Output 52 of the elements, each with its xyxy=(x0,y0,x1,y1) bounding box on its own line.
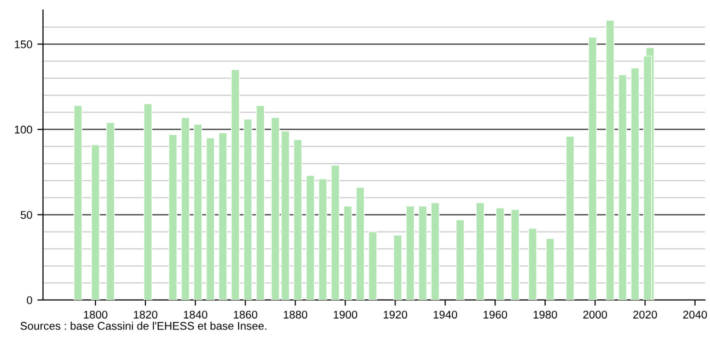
bar xyxy=(528,228,537,300)
bar xyxy=(406,206,415,300)
x-tick-label: 1800 xyxy=(84,310,108,319)
bar xyxy=(496,208,504,300)
bar xyxy=(206,138,215,300)
bar xyxy=(91,144,100,300)
bar xyxy=(168,134,178,300)
bar xyxy=(630,68,640,300)
bar xyxy=(74,105,82,300)
bar xyxy=(546,238,554,300)
x-tick-label: 2000 xyxy=(583,310,608,319)
bar xyxy=(318,178,328,300)
bar xyxy=(476,202,485,300)
x-tick-label: 1860 xyxy=(234,310,258,319)
x-tick-label: 1820 xyxy=(134,310,158,319)
x-tick-label: 1940 xyxy=(434,310,458,319)
x-tick-label: 1880 xyxy=(284,310,308,319)
bar xyxy=(456,219,465,300)
bar xyxy=(244,118,252,300)
y-tick-label: 50 xyxy=(20,210,32,219)
bar xyxy=(106,122,115,300)
bar xyxy=(566,136,574,300)
y-tick-label: 0 xyxy=(26,296,32,304)
y-tick-label: 100 xyxy=(14,126,32,134)
bar xyxy=(218,132,228,300)
bar xyxy=(306,175,315,300)
bar xyxy=(330,164,340,300)
y-tick-label: 150 xyxy=(14,40,32,48)
bar xyxy=(618,74,627,300)
x-tick-label: 1920 xyxy=(384,310,408,319)
bar xyxy=(343,206,352,300)
bar xyxy=(588,36,597,300)
bar xyxy=(430,202,440,300)
bar xyxy=(256,105,265,300)
bar xyxy=(418,206,428,300)
x-tick-label: 1960 xyxy=(484,310,508,319)
bar xyxy=(293,139,302,300)
bar xyxy=(194,124,202,300)
x-tick-label: 1840 xyxy=(184,310,208,319)
bar xyxy=(393,234,402,300)
x-tick-label: 1900 xyxy=(334,310,358,319)
x-tick-label: 2040 xyxy=(683,310,707,319)
bar xyxy=(356,187,365,300)
bar xyxy=(368,231,378,300)
x-tick-label: 2020 xyxy=(633,310,657,319)
bar xyxy=(606,20,614,300)
bar xyxy=(231,69,240,300)
source-note: Sources : base Cassini de l'EHESS et base Insee. xyxy=(20,322,266,330)
bar xyxy=(510,209,520,300)
x-tick-label: 1980 xyxy=(534,310,558,319)
bar xyxy=(181,117,190,300)
bar xyxy=(144,103,152,300)
